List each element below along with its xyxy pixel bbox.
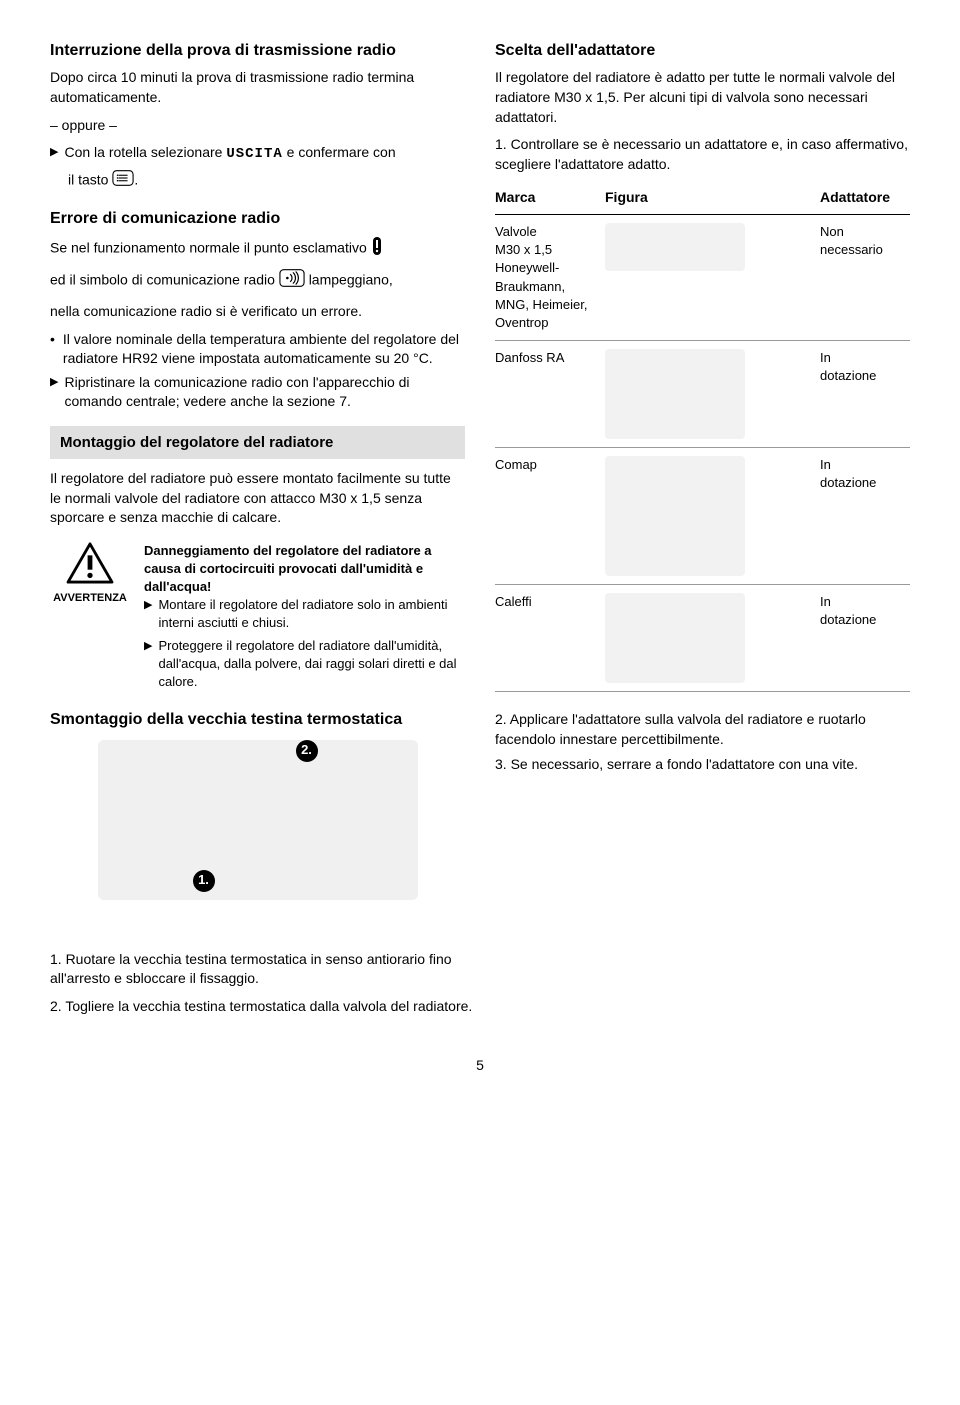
dot-bullet-icon: • [50, 330, 55, 350]
page-number: 5 [50, 1056, 910, 1076]
comap-illustration [605, 456, 745, 576]
cell-figura-caleffi [605, 593, 820, 683]
cell-adattatore-comap: In dotazione [820, 456, 910, 492]
left-column: Interruzione della prova di trasmissione… [50, 40, 465, 920]
thermostat-removal-illustration: 1. 2. [98, 740, 418, 900]
smontaggio-figure: 1. 2. [50, 740, 465, 900]
warning-symbol: AVVERTENZA [50, 542, 130, 696]
warning-bullet-1: ▶ Montare il regolatore del radiatore so… [144, 596, 465, 632]
cell-adattatore-caleffi: In dotazione [820, 593, 910, 629]
cell-figura-valvole [605, 223, 820, 271]
radio-signal-icon [279, 268, 305, 294]
warning-bold-text: Danneggiamento del regolatore del radiat… [144, 542, 465, 597]
para-scelta-1: Il regolatore del radiatore è adatto per… [495, 68, 910, 127]
para-tasto-line: il tasto . [50, 169, 465, 193]
para-errore-2: ed il simbolo di comunicazione radio lam… [50, 268, 465, 294]
para-errore-3: nella comunicazione radio si è verificat… [50, 302, 465, 322]
step-3-serrare: 3. Se necessario, serrare a fondo l'adat… [495, 755, 910, 775]
heading-smontaggio: Smontaggio della vecchia testina termost… [50, 709, 465, 731]
para-errore-1: Se nel funzionamento normale il punto es… [50, 237, 465, 261]
cell-marca-caleffi: Caleffi [495, 593, 605, 611]
adapter-row-comap: Comap In dotazione [495, 448, 910, 585]
lower-step-2: 2. Togliere la vecchia testina termostat… [50, 997, 480, 1017]
triangle-bullet-icon: ▶ [50, 145, 58, 160]
step-2-applicare: 2. Applicare l'adattatore sulla valvola … [495, 710, 910, 749]
display-word-uscita: USCITA [226, 146, 282, 162]
adapter-row-danfoss: Danfoss RA In dotazione [495, 341, 910, 448]
cell-figura-comap [605, 456, 820, 576]
valve-illustration [605, 223, 745, 271]
warning-text: Danneggiamento del regolatore del radiat… [144, 542, 465, 696]
cell-adattatore-valvole: Non necessario [820, 223, 910, 259]
th-adattatore: Adattatore [820, 188, 910, 208]
warning-label: AVVERTENZA [50, 591, 130, 606]
warning-triangle-icon [66, 542, 114, 584]
para-interruzione: Dopo circa 10 minuti la prova di trasmis… [50, 68, 465, 107]
para-oppure: – oppure – [50, 116, 465, 136]
menu-button-icon [112, 169, 134, 193]
warning-bullet-2: ▶ Proteggere il regolatore del radiatore… [144, 637, 465, 692]
triangle-bullet-icon: ▶ [144, 598, 152, 613]
text-uscita-line: Con la rotella selezionare USCITA e conf… [64, 143, 395, 165]
section-bar-montaggio: Montaggio del regolatore del radiatore [50, 426, 465, 459]
adapter-row-valvole: Valvole M30 x 1,5 Honeywell- Braukmann, … [495, 215, 910, 341]
caleffi-illustration [605, 593, 745, 683]
heading-errore: Errore di comunicazione radio [50, 208, 465, 230]
step-2-marker: 2. [296, 740, 318, 762]
exclamation-icon [371, 237, 383, 261]
step-1-marker: 1. [193, 870, 215, 892]
cell-marca-comap: Comap [495, 456, 605, 474]
th-marca: Marca [495, 188, 605, 208]
warning-box: AVVERTENZA Danneggiamento del regolatore… [50, 542, 465, 696]
right-column: Scelta dell'adattatore Il regolatore del… [495, 40, 910, 920]
para-montaggio: Il regolatore del radiatore può essere m… [50, 469, 465, 528]
cell-marca-valvole: Valvole M30 x 1,5 Honeywell- Braukmann, … [495, 223, 605, 332]
adapter-table-header: Marca Figura Adattatore [495, 182, 910, 215]
lower-step-1: 1. Ruotare la vecchia testina termostati… [50, 950, 480, 989]
cell-marca-danfoss: Danfoss RA [495, 349, 605, 367]
heading-interruzione: Interruzione della prova di trasmissione… [50, 40, 465, 62]
cell-adattatore-danfoss: In dotazione [820, 349, 910, 385]
bullet-ripristinare: ▶ Ripristinare la comunicazione radio co… [50, 373, 465, 412]
th-figura: Figura [605, 188, 820, 208]
cell-figura-danfoss [605, 349, 820, 439]
adapter-row-caleffi: Caleffi In dotazione [495, 585, 910, 692]
para-scelta-2: 1. Controllare se è necessario un adatta… [495, 135, 910, 174]
heading-scelta: Scelta dell'adattatore [495, 40, 910, 62]
triangle-bullet-icon: ▶ [144, 639, 152, 654]
bullet-valore-nominale: • Il valore nominale della temperatura a… [50, 330, 465, 369]
danfoss-illustration [605, 349, 745, 439]
bullet-uscita: ▶ Con la rotella selezionare USCITA e co… [50, 143, 465, 165]
triangle-bullet-icon: ▶ [50, 375, 58, 390]
